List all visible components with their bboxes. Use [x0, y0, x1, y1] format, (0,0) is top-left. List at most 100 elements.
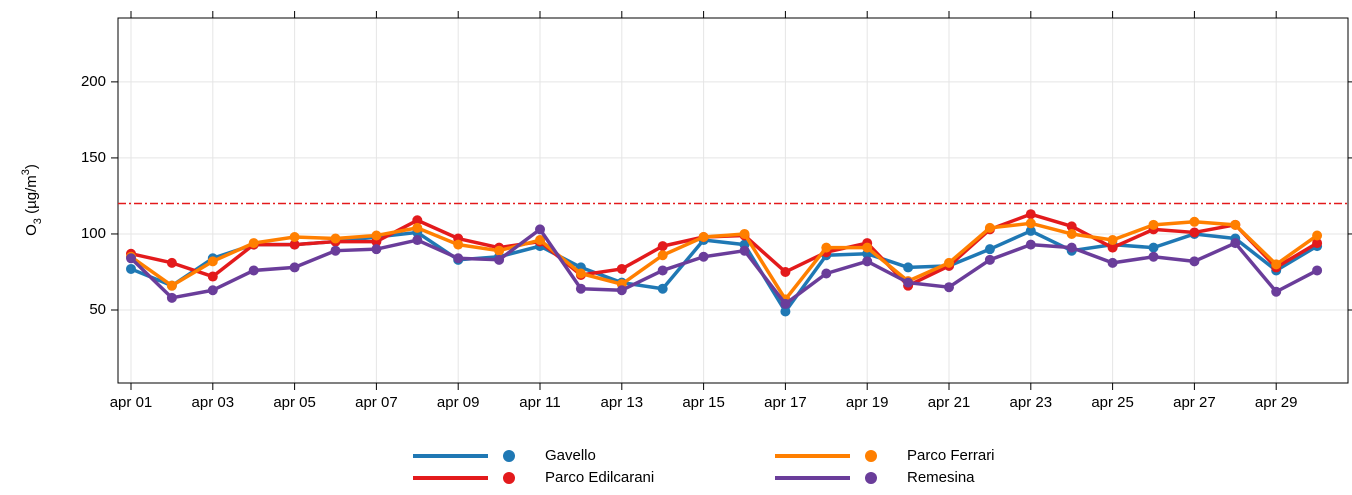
data-point — [616, 263, 627, 274]
data-point — [289, 239, 300, 250]
data-point — [903, 277, 914, 288]
x-tick-label: apr 25 — [1091, 394, 1134, 411]
data-point — [1025, 239, 1036, 250]
legend-label: Parco Edilcarani — [545, 469, 654, 486]
data-point — [166, 292, 177, 303]
data-point — [412, 222, 423, 233]
data-point — [453, 253, 464, 264]
data-point — [616, 285, 627, 296]
y-tick-label: 100 — [81, 225, 106, 242]
series-line — [129, 220, 1319, 302]
data-point — [1230, 238, 1241, 249]
series-line — [129, 227, 1318, 306]
data-point — [821, 268, 832, 279]
x-tick-label: apr 29 — [1255, 394, 1298, 411]
data-point — [1312, 238, 1323, 249]
data-point — [166, 257, 177, 268]
data-point — [984, 244, 995, 255]
data-point — [657, 283, 668, 294]
data-point — [1025, 209, 1036, 220]
x-tick-label: apr 15 — [682, 394, 725, 411]
data-point — [944, 257, 954, 268]
data-point — [289, 262, 300, 273]
data-point — [1066, 242, 1077, 253]
data-point — [780, 306, 791, 317]
data-point — [1148, 251, 1159, 262]
legend-label: Remesina — [907, 469, 975, 486]
data-point — [575, 283, 586, 294]
y-label-part: (µg/m — [23, 175, 40, 218]
data-point — [780, 266, 791, 277]
data-point — [862, 242, 873, 253]
x-tick-label: apr 05 — [273, 394, 316, 411]
data-point — [207, 271, 218, 282]
y-label-sub: 3 — [32, 218, 44, 224]
data-point — [1025, 225, 1036, 236]
y-tick-label: 200 — [81, 73, 106, 90]
data-point — [1189, 227, 1200, 238]
data-point — [1271, 286, 1282, 297]
data-point — [739, 228, 750, 239]
data-point — [535, 235, 545, 246]
data-point — [1066, 228, 1077, 239]
data-point — [1025, 218, 1036, 229]
data-point — [698, 232, 709, 242]
x-tick-label: apr 03 — [192, 394, 235, 411]
legend-label: Parco Ferrari — [907, 447, 995, 464]
data-point — [657, 241, 668, 252]
data-point — [944, 282, 954, 293]
data-point — [1107, 242, 1118, 253]
data-point — [494, 254, 505, 265]
data-point — [371, 230, 382, 241]
data-point — [207, 285, 218, 296]
data-point — [984, 254, 995, 265]
x-tick-label: apr 19 — [846, 394, 889, 411]
x-tick-label: apr 07 — [355, 394, 398, 411]
data-point — [780, 298, 791, 309]
x-tick-label: apr 21 — [928, 394, 971, 411]
x-tick-label: apr 01 — [110, 394, 153, 411]
legend-marker — [503, 450, 515, 462]
data-point — [248, 265, 259, 276]
legend-marker — [865, 472, 877, 484]
y-label-part: O — [23, 224, 40, 236]
y-tick-label: 150 — [81, 149, 106, 166]
plot-frame — [117, 17, 1349, 384]
data-point — [126, 253, 136, 264]
data-point — [1271, 259, 1282, 270]
data-point — [494, 245, 505, 256]
data-point — [453, 239, 464, 250]
x-tick-label: apr 11 — [519, 394, 560, 411]
data-point — [1107, 235, 1118, 246]
legend-marker — [503, 472, 515, 484]
data-point — [1230, 219, 1241, 230]
data-point — [330, 233, 341, 244]
data-point — [207, 256, 218, 267]
data-point — [1148, 219, 1159, 230]
data-point — [248, 238, 259, 249]
x-tick-label: apr 23 — [1010, 394, 1053, 411]
data-point — [1312, 265, 1323, 276]
data-point — [412, 215, 423, 226]
y-tick-label: 50 — [89, 301, 106, 318]
x-tick-label: apr 27 — [1173, 394, 1216, 411]
data-point — [698, 251, 709, 262]
data-point — [903, 262, 914, 273]
data-point — [126, 263, 136, 274]
legend-label: Gavello — [545, 447, 596, 464]
data-point — [862, 256, 873, 267]
data-point — [657, 250, 668, 261]
x-tick-label: apr 17 — [764, 394, 807, 411]
data-point — [412, 235, 423, 246]
x-tick-label: apr 13 — [601, 394, 644, 411]
data-point — [657, 265, 668, 276]
series-line — [130, 212, 1318, 288]
data-point — [1107, 257, 1118, 268]
y-label-part: ) — [23, 164, 40, 169]
data-point — [166, 280, 177, 291]
legend-marker — [865, 450, 877, 462]
data-point — [821, 242, 832, 253]
data-point — [1066, 221, 1077, 232]
data-point — [1189, 216, 1200, 227]
